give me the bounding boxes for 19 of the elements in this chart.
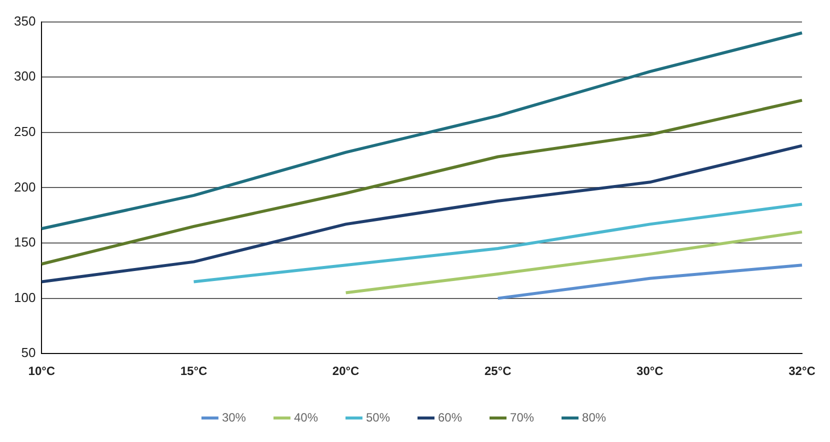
x-tick-label: 25°C bbox=[484, 364, 512, 378]
legend-label: 50% bbox=[366, 410, 390, 424]
legend-label: 60% bbox=[438, 410, 462, 424]
y-tick-label: 350 bbox=[14, 13, 36, 28]
y-tick-label: 150 bbox=[14, 234, 36, 250]
y-tick-label: 200 bbox=[14, 179, 36, 194]
x-tick-label: 30°C bbox=[636, 364, 664, 378]
y-tick-label: 50 bbox=[21, 345, 36, 360]
legend-label: 80% bbox=[582, 410, 606, 424]
legend-label: 30% bbox=[222, 410, 246, 424]
x-tick-label: 20°C bbox=[332, 364, 360, 378]
x-tick-label: 32°C bbox=[788, 364, 816, 378]
legend-label: 40% bbox=[294, 410, 318, 424]
x-tick-label: 15°C bbox=[180, 364, 208, 378]
legend-label: 70% bbox=[510, 410, 534, 424]
y-tick-label: 300 bbox=[14, 68, 36, 84]
y-tick-label: 250 bbox=[14, 124, 36, 139]
y-tick-label: 100 bbox=[14, 290, 36, 305]
x-tick-label: 10°C bbox=[28, 364, 56, 378]
